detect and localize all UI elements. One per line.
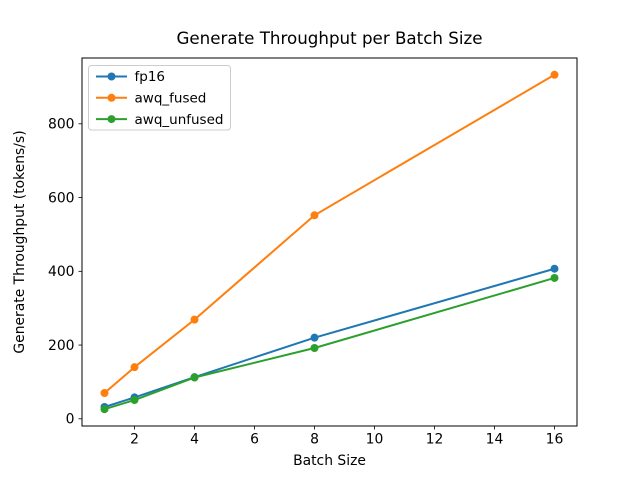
legend-label-awq_fused: awq_fused (135, 91, 207, 107)
legend-marker-awq_unfused (107, 115, 116, 124)
data-point-awq_fused (130, 363, 139, 372)
data-series (100, 70, 559, 414)
x-tick-label: 10 (366, 432, 384, 448)
x-axis-label: Batch Size (293, 453, 366, 469)
y-tick-label: 600 (48, 190, 75, 206)
legend-label-awq_unfused: awq_unfused (135, 112, 224, 128)
x-tick-label: 6 (250, 432, 259, 448)
data-point-fp16 (550, 264, 559, 273)
legend-marker-awq_fused (107, 93, 116, 102)
data-point-awq_unfused (310, 344, 319, 353)
data-point-awq_unfused (190, 373, 199, 382)
y-axis-ticks: 0 200 400 600 800 (48, 117, 82, 428)
data-point-awq_unfused (130, 396, 139, 405)
data-point-awq_fused (190, 315, 199, 324)
chart-title: Generate Throughput per Batch Size (176, 28, 482, 48)
x-tick-label: 14 (486, 432, 504, 448)
x-tick-label: 12 (426, 432, 444, 448)
data-point-fp16 (310, 333, 319, 342)
data-point-awq_fused (100, 388, 109, 397)
x-tick-label: 2 (130, 432, 139, 448)
y-tick-label: 200 (48, 338, 75, 354)
y-tick-label: 800 (48, 117, 75, 133)
x-axis-ticks: 2 4 6 8 10 12 14 16 (130, 426, 563, 448)
data-point-awq_fused (310, 211, 319, 220)
legend-label-fp16: fp16 (135, 69, 166, 85)
legend-box (88, 65, 231, 131)
data-point-awq_unfused (100, 405, 109, 414)
x-tick-label: 4 (190, 432, 199, 448)
y-axis-label: Generate Throughput (tokens/s) (12, 130, 28, 353)
y-tick-label: 400 (48, 264, 75, 280)
data-point-awq_unfused (550, 273, 559, 282)
legend-marker-fp16 (107, 72, 116, 81)
legend: fp16 awq_fused awq_unfused (88, 65, 231, 131)
data-point-awq_fused (550, 70, 559, 79)
y-tick-label: 0 (66, 412, 75, 428)
x-tick-label: 8 (310, 432, 319, 448)
x-tick-label: 16 (546, 432, 564, 448)
